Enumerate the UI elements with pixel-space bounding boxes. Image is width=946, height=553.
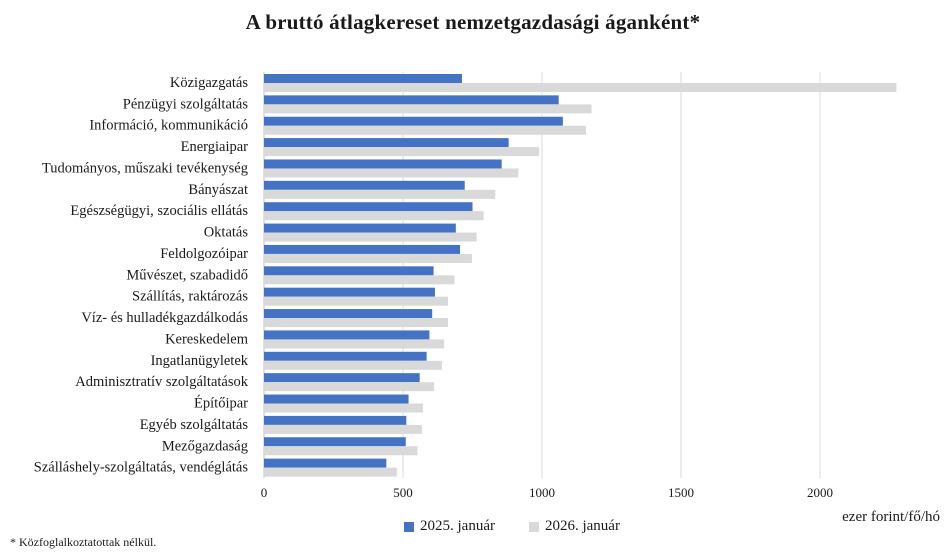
- legend-swatch-2025: [404, 521, 414, 532]
- category-label: Feldolgozóipar: [160, 246, 248, 262]
- bar-2026-4: [264, 168, 519, 178]
- bar-2025-17: [264, 437, 406, 447]
- x-axis-ticks: 0 500 1000 1500 2000: [261, 485, 833, 500]
- bar-2025-3: [264, 138, 509, 148]
- bar-2025-12: [264, 330, 430, 340]
- category-label: Adminisztratív szolgáltatások: [75, 374, 249, 390]
- x-tick-label: 1500: [668, 485, 694, 500]
- category-labels: Közigazgatás Pénzügyi szolgáltatás Informá…: [34, 75, 249, 476]
- bar-2025-14: [264, 373, 420, 383]
- bar-2026-15: [264, 403, 424, 413]
- bar-2026-2: [264, 125, 586, 135]
- bar-2025-18: [264, 458, 387, 468]
- legend-item-2026: 2026. január: [528, 518, 620, 535]
- category-label: Pénzügyi szolgáltatás: [123, 96, 249, 112]
- x-tick-label: 0: [261, 485, 268, 500]
- bar-2026-1: [264, 104, 592, 114]
- category-label: Információ, kommunikáció: [89, 118, 248, 134]
- category-label: Víz- és hulladékgazdálkodás: [81, 310, 248, 326]
- category-label: Egészségügyi, szociális ellátás: [70, 203, 248, 219]
- category-label: Ingatlanügyletek: [151, 353, 249, 369]
- bar-2025-9: [264, 266, 434, 276]
- category-label: Energiaipar: [181, 139, 249, 155]
- category-label: Kereskedelem: [165, 331, 249, 347]
- bars: [264, 74, 897, 477]
- legend-label-2026: 2026. január: [544, 518, 620, 534]
- bar-2025-16: [264, 415, 407, 425]
- bar-2026-5: [264, 189, 496, 199]
- x-tick-label: 2000: [807, 485, 833, 500]
- footnote: * Közfoglalkoztatottak nélkül.: [10, 535, 157, 549]
- legend-swatch-2026: [528, 521, 539, 532]
- category-label: Oktatás: [204, 225, 249, 241]
- legend-item-2025: 2025. január: [404, 518, 495, 535]
- bar-2025-13: [264, 351, 427, 361]
- category-label: Bányászat: [188, 182, 248, 198]
- bar-2025-11: [264, 309, 433, 319]
- bar-2025-0: [264, 74, 462, 83]
- bar-2026-12: [264, 339, 445, 349]
- category-label: Egyéb szolgáltatás: [140, 417, 249, 433]
- bar-2025-6: [264, 202, 473, 212]
- bar-2025-4: [264, 159, 502, 169]
- bar-2026-7: [264, 232, 477, 242]
- category-label: Építőipar: [194, 395, 248, 412]
- bar-2026-18: [264, 467, 397, 477]
- bar-2025-10: [264, 287, 435, 297]
- bar-2026-17: [264, 446, 418, 456]
- x-axis-unit-label: ezer forint/fő/hó: [842, 509, 940, 525]
- bar-2026-0: [264, 83, 897, 92]
- category-label: Művészet, szabadidő: [126, 267, 248, 283]
- x-tick-label: 500: [393, 485, 413, 500]
- bar-2025-8: [264, 244, 460, 254]
- chart-title: A bruttó átlagkereset nemzetgazdasági ág…: [245, 10, 701, 34]
- bar-2025-15: [264, 394, 409, 404]
- category-label: Mezőgazdaság: [162, 438, 248, 454]
- category-label: Szálláshely-szolgáltatás, vendéglátás: [34, 460, 249, 476]
- bar-2026-16: [264, 424, 422, 434]
- legend: 2025. január 2026. január: [404, 518, 654, 535]
- bar-2026-10: [264, 296, 449, 306]
- legend-label-2025: 2025. január: [420, 518, 495, 534]
- bar-2026-8: [264, 253, 472, 263]
- bar-2025-5: [264, 180, 465, 190]
- bar-2025-1: [264, 95, 559, 105]
- bar-2026-6: [264, 211, 484, 221]
- bar-2026-3: [264, 147, 540, 157]
- category-label: Közigazgatás: [170, 75, 248, 91]
- bar-2026-13: [264, 360, 442, 370]
- bar-2026-14: [264, 382, 435, 392]
- x-tick-label: 1000: [529, 485, 555, 500]
- bar-2025-2: [264, 116, 563, 126]
- category-label: Tudományos, műszaki tevékenység: [42, 160, 248, 176]
- bar-2026-11: [264, 318, 449, 328]
- bar-2025-7: [264, 223, 456, 233]
- bar-2026-9: [264, 275, 455, 285]
- category-label: Szállítás, raktározás: [132, 289, 248, 305]
